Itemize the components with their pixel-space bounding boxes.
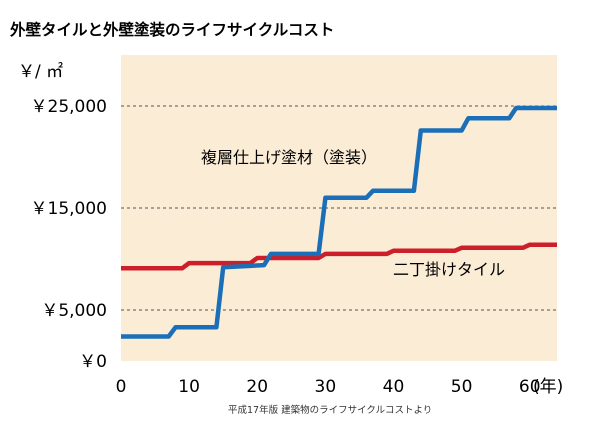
y-axis-unit-label: ￥/ ㎡ xyxy=(18,62,63,82)
series-label-tile: 二丁掛けタイル xyxy=(393,260,505,279)
x-tick-label: 20 xyxy=(246,377,268,397)
x-tick-label: 40 xyxy=(383,377,405,397)
series-lines xyxy=(121,105,557,339)
x-tick-label: 30 xyxy=(315,377,337,397)
grid-lines xyxy=(121,105,557,311)
series-line-paint xyxy=(121,105,557,339)
x-tick-label: 0 xyxy=(116,377,127,397)
x-tick-label: 10 xyxy=(178,377,200,397)
x-tick-labels: 0 10 20 30 40 50 60 xyxy=(116,377,541,397)
series-label-paint: 複層仕上げ塗材（塗装） xyxy=(201,148,377,167)
source-note: 平成17年版 建築物のライフサイクルコストより xyxy=(228,404,432,416)
chart-title: 外壁タイルと外壁塗装のライフサイクルコスト xyxy=(10,20,334,39)
y-tick-labels: ￥0 ￥5,000 ￥15,000 ￥25,000 xyxy=(31,97,107,372)
series-line-tile xyxy=(121,242,557,271)
y-tick-label: ￥5,000 xyxy=(41,301,107,321)
x-tick-label: 50 xyxy=(451,377,473,397)
y-tick-label: ￥25,000 xyxy=(31,97,107,117)
x-axis-unit-label: (年) xyxy=(533,377,563,397)
y-tick-label: ￥15,000 xyxy=(31,199,107,219)
x-tick-label: 60 xyxy=(519,377,541,397)
y-tick-label: ￥0 xyxy=(79,352,107,372)
